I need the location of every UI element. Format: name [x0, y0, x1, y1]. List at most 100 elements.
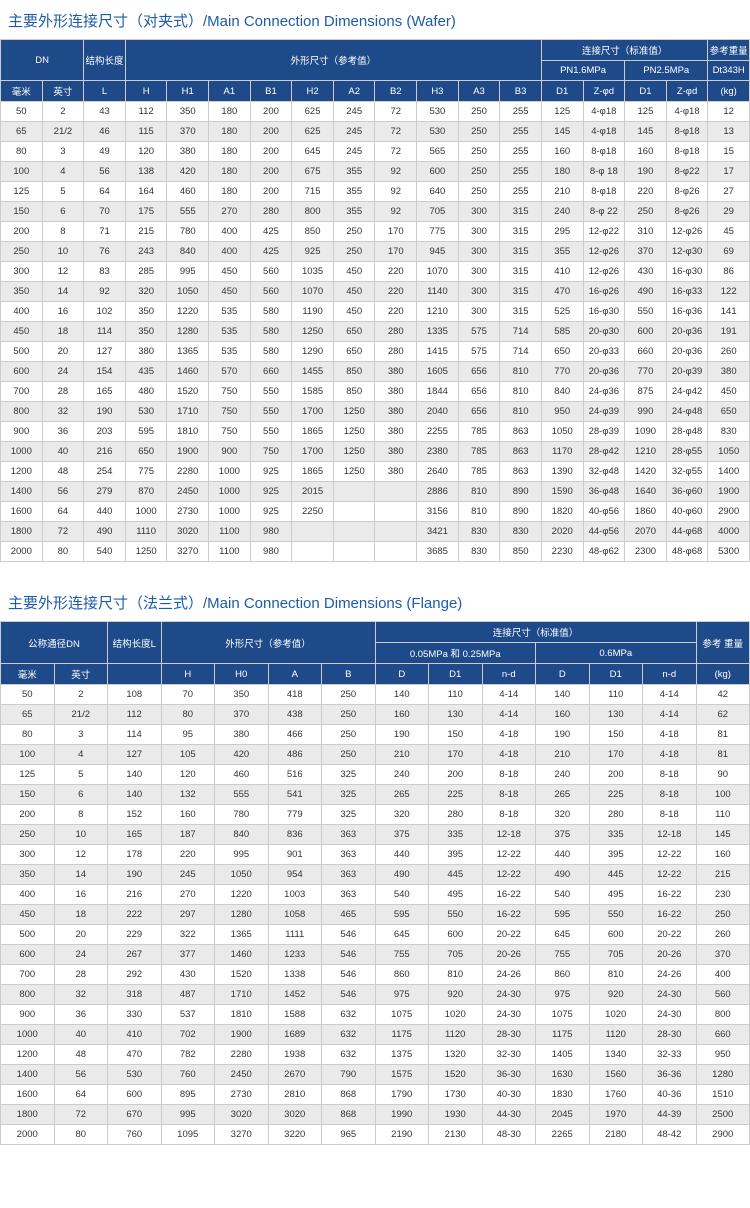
table-row: 2008712157804004258502501707753003152951…	[1, 222, 750, 242]
cell: 1075	[536, 1005, 590, 1025]
cell: 810	[500, 362, 542, 382]
table-row: 4001610235012205355801190450220121030031…	[1, 302, 750, 322]
cell: 36-φ60	[666, 482, 708, 502]
table-row: 2000807601095327032209652190213048-30226…	[1, 1125, 750, 1145]
cell: 380	[375, 442, 417, 462]
cell: 215	[125, 222, 167, 242]
cell: 1452	[268, 985, 322, 1005]
h-A3: A3	[458, 81, 500, 102]
cell: 470	[541, 282, 583, 302]
table-row: 5002012738013655355801290650280141557571…	[1, 342, 750, 362]
cell: 363	[322, 825, 376, 845]
cell: 24-φ42	[666, 382, 708, 402]
cell: 300	[458, 222, 500, 242]
cell: 790	[322, 1065, 376, 1085]
cell: 315	[500, 242, 542, 262]
cell: 250	[458, 182, 500, 202]
cell: 65	[1, 705, 55, 725]
cell: 400	[209, 242, 251, 262]
cell: 645	[292, 142, 334, 162]
cell: 32-33	[643, 1045, 697, 1065]
cell: 2886	[417, 482, 459, 502]
h-dn: DN	[1, 40, 84, 81]
cell: 203	[84, 422, 126, 442]
cell: 160	[696, 845, 750, 865]
cell: 900	[1, 1005, 55, 1025]
cell: 8	[42, 222, 84, 242]
cell: 1111	[268, 925, 322, 945]
cell: 102	[84, 302, 126, 322]
cell	[375, 502, 417, 522]
h2-Db: D	[536, 664, 590, 685]
cell: 380	[375, 422, 417, 442]
cell: 450	[209, 282, 251, 302]
cell: 2280	[215, 1045, 269, 1065]
cell: 190	[375, 725, 429, 745]
cell: 20-φ36	[583, 362, 625, 382]
cell: 50	[1, 685, 55, 705]
cell: 215	[696, 865, 750, 885]
cell: 255	[500, 102, 542, 122]
cell: 1220	[167, 302, 209, 322]
cell: 2130	[429, 1125, 483, 1145]
h-A1: A1	[209, 81, 251, 102]
table-row: 7002816548015207505501585850380184465681…	[1, 382, 750, 402]
cell: 840	[167, 242, 209, 262]
cell: 3020	[167, 522, 209, 542]
cell: 12-φ22	[583, 222, 625, 242]
cell: 900	[1, 422, 43, 442]
cell: 32	[54, 985, 108, 1005]
cell: 395	[429, 845, 483, 865]
cell: 130	[429, 705, 483, 725]
cell: 355	[541, 242, 583, 262]
table-row: 4501811435012805355801250650280133557571…	[1, 322, 750, 342]
cell: 64	[84, 182, 126, 202]
cell: 370	[167, 122, 209, 142]
cell: 3270	[167, 542, 209, 562]
cell: 445	[589, 865, 643, 885]
cell: 69	[708, 242, 750, 262]
cell: 48-30	[482, 1125, 536, 1145]
cell: 32-φ48	[583, 462, 625, 482]
cell: 335	[429, 825, 483, 845]
cell: 380	[708, 362, 750, 382]
table-row: 400162162701220100336354049516-225404951…	[1, 885, 750, 905]
cell: 705	[417, 202, 459, 222]
cell: 200	[429, 765, 483, 785]
cell: 250	[458, 122, 500, 142]
cell: 5	[42, 182, 84, 202]
cell: 150	[429, 725, 483, 745]
table-row: 1600644401000273010009252250315681089018…	[1, 502, 750, 522]
table-row: 50243112350180200625245725302502551254-φ…	[1, 102, 750, 122]
cell: 164	[125, 182, 167, 202]
cell: 470	[108, 1045, 162, 1065]
cell: 16-φ30	[583, 302, 625, 322]
cell: 785	[458, 422, 500, 442]
cell: 1860	[625, 502, 667, 522]
cell: 530	[108, 1065, 162, 1085]
cell: 92	[375, 202, 417, 222]
cell: 1070	[292, 282, 334, 302]
cell: 1280	[215, 905, 269, 925]
cell: 200	[1, 805, 55, 825]
cell: 92	[84, 282, 126, 302]
cell: 29	[708, 202, 750, 222]
cell: 40-φ60	[666, 502, 708, 522]
cell: 1510	[696, 1085, 750, 1105]
cell: 780	[215, 805, 269, 825]
cell: 1250	[125, 542, 167, 562]
cell: 1865	[292, 462, 334, 482]
cell: 420	[167, 162, 209, 182]
cell: 363	[322, 885, 376, 905]
cell: 400	[209, 222, 251, 242]
cell: 830	[458, 522, 500, 542]
cell: 380	[167, 142, 209, 162]
cell: 2300	[625, 542, 667, 562]
table-row: 450182222971280105846559555016-225955501…	[1, 905, 750, 925]
cell: 165	[84, 382, 126, 402]
cell: 220	[161, 845, 215, 865]
cell: 20-φ39	[666, 362, 708, 382]
cell: 350	[1, 282, 43, 302]
cell: 16	[54, 885, 108, 905]
cell: 222	[108, 905, 162, 925]
